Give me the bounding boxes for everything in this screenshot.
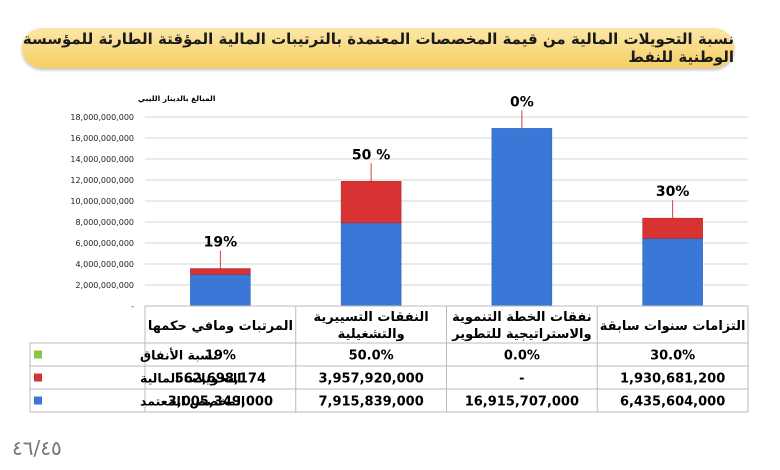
legend-entry: نسبة الأنفاق xyxy=(140,348,218,363)
legend-swatch xyxy=(34,373,42,382)
bar-allocated xyxy=(340,222,402,307)
bar-transfers xyxy=(340,181,402,224)
page-number: ٤٦/٤٥ xyxy=(12,436,62,460)
y-tick-label: - xyxy=(131,302,134,311)
bar-transfers xyxy=(190,268,251,275)
y-tick-label: 14,000,000,000 xyxy=(70,155,134,164)
data-table-value: 3,957,920,000 xyxy=(318,372,423,387)
data-table-value: 3,005,349,000 xyxy=(168,395,273,410)
legend-swatch xyxy=(34,350,42,359)
data-table-value: - xyxy=(519,372,524,387)
bar-percent-label: 30% xyxy=(656,184,690,200)
bar-allocated xyxy=(491,128,553,307)
x-tick-label: النفقات التسييرية xyxy=(314,310,429,325)
bar-percent-label: 19% xyxy=(204,235,238,251)
data-table-value: 50.0% xyxy=(349,349,394,364)
x-tick-label: نفقات الخطة التنموية xyxy=(452,310,591,325)
chart-title: نسبة التحويلات المالية من قيمة المخصصات … xyxy=(22,30,734,66)
y-tick-label: 6,000,000,000 xyxy=(75,239,134,248)
y-tick-label: 10,000,000,000 xyxy=(70,197,134,206)
bar-percent-label: 50 % xyxy=(352,147,390,163)
y-tick-label: 12,000,000,000 xyxy=(70,176,134,185)
legend-entry: التحويلات المالية xyxy=(140,371,241,386)
bar-transfers xyxy=(642,217,703,239)
x-tick-label: والتشغيلية xyxy=(338,327,405,342)
legend-swatch xyxy=(34,396,42,405)
data-table-value: 562,698,174 xyxy=(175,372,266,387)
data-table-value: 19% xyxy=(205,349,236,364)
y-tick-label: 18,000,000,000 xyxy=(70,113,134,122)
data-table-value: 0.0% xyxy=(504,349,540,364)
x-tick-label: المرتبات ومافي حكمها xyxy=(148,319,293,334)
legend-entry: المخصص المعتمد xyxy=(140,394,245,409)
data-table-value: 1,930,681,200 xyxy=(620,372,725,387)
x-tick-label: والاستراتيجية للتطوير xyxy=(451,327,591,342)
x-tick-label: التزامات سنوات سابقة xyxy=(600,319,746,334)
bar-percent-label: 0% xyxy=(510,94,534,110)
data-table-value: 30.0% xyxy=(650,349,695,364)
bar-allocated xyxy=(190,274,251,307)
bar-allocated xyxy=(642,238,703,307)
data-table-value: 16,915,707,000 xyxy=(465,395,579,410)
y-axis-label: المبالغ بالدينار الليبي xyxy=(138,94,215,103)
y-tick-label: 16,000,000,000 xyxy=(70,134,134,143)
data-table-value: 7,915,839,000 xyxy=(318,395,423,410)
y-tick-label: 2,000,000,000 xyxy=(75,281,134,290)
chart-title-banner: نسبة التحويلات المالية من قيمة المخصصات … xyxy=(22,28,734,68)
y-tick-label: 8,000,000,000 xyxy=(75,218,134,227)
data-table-value: 6,435,604,000 xyxy=(620,395,725,410)
y-tick-label: 4,000,000,000 xyxy=(75,260,134,269)
